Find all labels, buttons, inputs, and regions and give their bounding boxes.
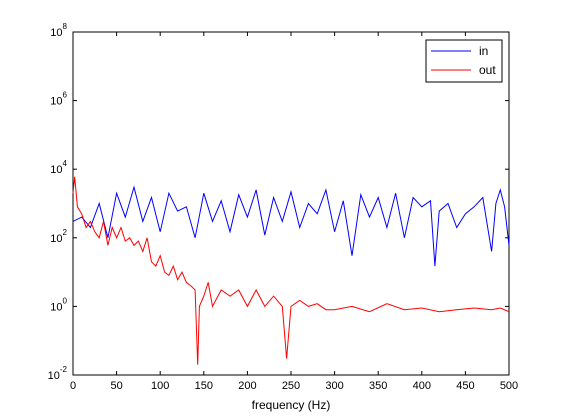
- y-tick-label: 108: [50, 22, 67, 39]
- x-tick-label: 400: [413, 380, 431, 392]
- legend-label-out: out: [479, 63, 496, 77]
- x-tick-label: 50: [110, 380, 122, 392]
- x-tick-label: 300: [325, 380, 343, 392]
- y-tick-label: 102: [50, 228, 67, 245]
- y-tick-label: 100: [50, 296, 67, 313]
- y-tick-label: 10-2: [48, 365, 68, 382]
- legend: in out: [425, 39, 503, 83]
- x-tick-label: 100: [151, 380, 169, 392]
- y-tick-label: 106: [50, 91, 67, 108]
- x-tick-label: 500: [500, 380, 518, 392]
- x-tick-label: 200: [238, 380, 256, 392]
- y-axis: 10-2 100 102 104 106 108: [48, 22, 509, 382]
- x-tick-label: 350: [369, 380, 387, 392]
- y-tick-label: 104: [50, 159, 67, 176]
- x-tick-label: 250: [282, 380, 300, 392]
- x-tick-label: 450: [456, 380, 474, 392]
- x-tick-label: 150: [195, 380, 213, 392]
- x-axis-label: frequency (Hz): [252, 398, 331, 412]
- series-lines: [72, 176, 510, 365]
- legend-label-in: in: [479, 44, 488, 58]
- legend-box: [425, 39, 503, 83]
- series-line-out: [72, 176, 510, 365]
- series-line-in: [72, 185, 510, 267]
- plot-area: [72, 31, 510, 376]
- x-axis: 0 50 100 150 200 250 300 350 400 450 500: [70, 32, 518, 392]
- x-tick-label: 0: [70, 380, 76, 392]
